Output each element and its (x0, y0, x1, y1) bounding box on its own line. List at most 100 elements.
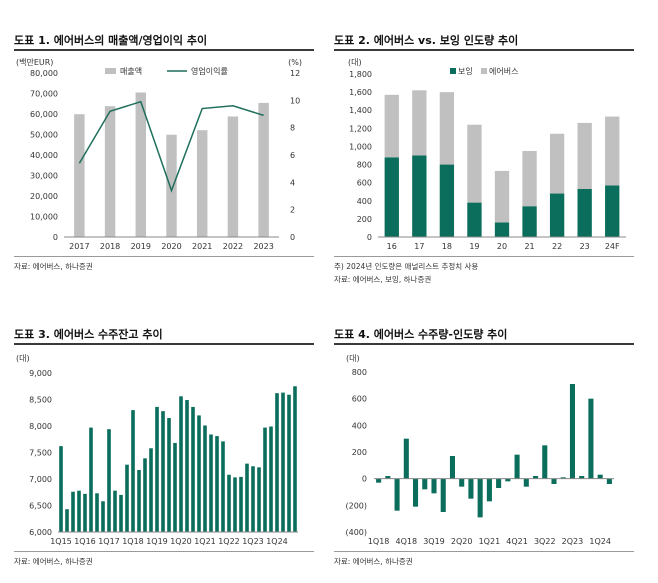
chart3-backlog-bar (101, 501, 105, 532)
chart2-airbus-bar (605, 116, 620, 186)
chart4-ytick-label: (200) (345, 501, 367, 510)
chart1-ytick-label: 60,000 (30, 110, 58, 119)
chart3-ytick-label: 8,500 (29, 396, 52, 405)
chart3-ytick-label: 9,000 (29, 369, 52, 378)
chart4-xtick-label: 1Q21 (479, 537, 501, 546)
chart3-backlog-bar (215, 436, 219, 532)
chart1-xtick-label: 2019 (131, 242, 151, 251)
chart1-revenue-bar (227, 116, 239, 237)
chart4-net-bar (533, 476, 539, 479)
chart3-left-axis-label: (대) (16, 354, 30, 363)
chart3-backlog-bar (155, 406, 159, 532)
chart3-backlog-bar (281, 392, 285, 532)
chart3-backlog-bar (287, 394, 291, 532)
chart1-revenue-bar (74, 114, 85, 237)
chart1-y2tick-label: 6 (290, 151, 295, 160)
chart2-boeing-bar (439, 164, 455, 237)
chart3-backlog-bar (59, 446, 63, 532)
chart2-legend-airbus: 에어버스 (489, 66, 518, 76)
chart1-svg: (백만EUR) (%) 0 10,000 20,000 30,000 40,000 50,00… (16, 57, 302, 251)
chart2-svg: (대) 0 200 400 600 800 1,000 1,200 1,400 1,600 1,80… (348, 58, 626, 251)
chart4-ytick-label: (400) (345, 528, 367, 537)
chart2-ytick-label: 600 (357, 179, 372, 188)
chart4-net-bar (394, 478, 400, 511)
chart3-backlog-bar (77, 490, 81, 532)
chart4-svg: (대) (400) (200) 0 200 400 600 800 1Q18 4Q18 3Q19 2Q… (345, 354, 614, 546)
chart4-net-bar (477, 478, 483, 518)
chart4-net-bar (468, 478, 474, 499)
chart2-airbus-bar (439, 92, 455, 165)
chart3-xtick-label: 1Q19 (146, 537, 168, 546)
chart3-backlog-bar (119, 494, 123, 532)
chart2-xtick-label: 16 (387, 242, 397, 251)
chart1-y2tick-label: 4 (290, 178, 295, 187)
chart3-source: 자료: 에어버스, 하나증권 (14, 557, 93, 566)
chart2-xtick-label: 22 (552, 242, 562, 251)
chart3-backlog-bar (137, 469, 141, 532)
chart4-net-bar (579, 476, 585, 479)
chart2-source: 자료: 에어버스, 보잉, 하나증권 (334, 275, 432, 284)
chart1-legend-revenue: 매출액 (120, 66, 142, 76)
panel-backlog: 도표 3. 에어버스 수주잔고 추이 (대) 6,000 6,500 7,000 7,5… (14, 326, 314, 576)
chart2-airbus-bar (384, 94, 399, 158)
chart3-backlog-bar (275, 393, 279, 532)
chart4-xtick-label: 2Q23 (562, 537, 584, 546)
chart3-backlog-bar (293, 386, 297, 532)
chart1-xtick-label: 2017 (69, 242, 89, 251)
chart2-boeing-bar (577, 189, 592, 237)
chart1-xtick-label: 2021 (192, 242, 212, 251)
panel-revenue-margin: 도표 1. 에어버스의 매출액/영업이익 추이 (백만EUR) (%) 0 10,00… (14, 32, 314, 277)
chart3-backlog-bar (149, 448, 153, 532)
chart4-xtick-label: 3Q22 (534, 537, 556, 546)
chart3-svg: (대) 6,000 6,500 7,000 7,500 8,000 8,500 9,000 1Q… (16, 354, 298, 546)
chart4-net-bar (588, 398, 594, 479)
chart1-y2tick-label: 8 (290, 124, 295, 133)
chart2-airbus-bar (494, 170, 510, 223)
chart1-y2tick-label: 0 (290, 233, 295, 242)
chart2-ytick-label: 1,400 (349, 106, 372, 115)
chart3-ytick-label: 7,000 (29, 475, 52, 484)
chart4-net-bar (431, 478, 437, 494)
chart2-xtick-label: 19 (469, 242, 479, 251)
chart3-backlog-bar (209, 434, 213, 532)
chart1-ytick-label: 30,000 (30, 172, 58, 181)
chart4-net-bar (449, 456, 455, 479)
chart3-ytick-label: 8,000 (29, 422, 52, 431)
chart4-xtick-label: 1Q24 (589, 537, 611, 546)
chart4-ytick-label: 0 (362, 475, 367, 484)
chart2-xtick-label: 18 (442, 242, 452, 251)
chart3-backlog-bar (191, 406, 195, 532)
chart1-y2tick-label: 12 (290, 69, 300, 78)
chart2-legend-swatch-airbus (481, 68, 487, 74)
chart2-ytick-label: 1,000 (349, 142, 372, 151)
chart3-backlog-bar (269, 426, 273, 532)
chart3-backlog-bar (125, 464, 129, 532)
chart2-xtick-label: 24F (605, 242, 620, 251)
chart4-net-bar (496, 478, 502, 488)
chart3-backlog-bar (251, 466, 255, 532)
chart1-revenue-bar (104, 106, 116, 238)
chart3-backlog-bar (161, 411, 165, 532)
chart1-ytick-label: 0 (53, 233, 58, 242)
chart3-title: 도표 3. 에어버스 수주잔고 추이 (14, 328, 163, 341)
chart2-airbus-bar (522, 150, 537, 207)
chart1-legend-margin: 영업이익률 (191, 66, 228, 76)
chart4-xtick-label: 3Q19 (423, 537, 445, 546)
panel-deliveries: 도표 2. 에어버스 vs. 보잉 인도량 추이 (대) 0 200 400 600 80… (334, 32, 634, 284)
chart3-backlog-bar (233, 477, 237, 532)
chart1-bottom-rule (14, 256, 314, 257)
chart1-ytick-label: 10,000 (30, 213, 58, 222)
chart3-backlog-bar (227, 474, 231, 532)
chart2-boeing-bar (412, 155, 427, 237)
chart1-ytick-label: 50,000 (30, 131, 58, 140)
chart4-net-bar (486, 478, 492, 502)
chart2-xtick-label: 17 (414, 242, 424, 251)
chart3-backlog-bar (245, 463, 249, 532)
chart2-title: 도표 2. 에어버스 vs. 보잉 인도량 추이 (334, 34, 519, 47)
chart1-revenue-bar (258, 102, 269, 238)
chart3-backlog-bar (257, 467, 261, 532)
chart4-net-bar (385, 476, 391, 479)
chart2-boeing-bar (522, 206, 537, 237)
chart1-xtick-label: 2020 (161, 242, 181, 251)
chart2-title-rule (334, 49, 634, 51)
